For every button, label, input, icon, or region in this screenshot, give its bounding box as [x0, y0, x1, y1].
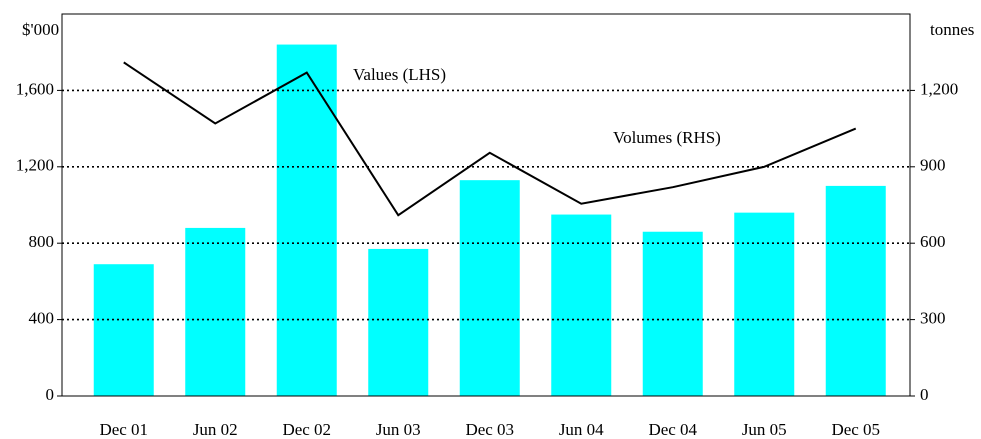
y2-axis-label: tonnes: [930, 20, 974, 39]
y2-tick-label: 600: [920, 232, 946, 251]
x-tick-label: Dec 05: [831, 420, 880, 439]
x-tick-label: Dec 04: [648, 420, 697, 439]
bar: [734, 212, 795, 396]
x-tick-label: Jun 03: [376, 420, 421, 439]
bar: [825, 185, 886, 396]
x-tick-label: Dec 03: [465, 420, 514, 439]
bar: [368, 248, 429, 396]
y2-tick-label: 1,200: [920, 79, 958, 98]
annotation: Volumes (RHS): [613, 128, 721, 147]
y-tick-label: 800: [29, 232, 55, 251]
bar: [276, 44, 337, 397]
y-tick-label: 0: [46, 385, 55, 404]
y2-tick-label: 300: [920, 309, 946, 328]
bar: [185, 227, 246, 396]
x-tick-label: Jun 02: [193, 420, 238, 439]
y-axis-label: $'000: [22, 20, 59, 39]
y-tick-label: 1,600: [16, 79, 54, 98]
y-tick-label: 1,200: [16, 156, 54, 175]
line: [123, 61, 857, 217]
bar: [642, 231, 703, 396]
y2-tick-label: 0: [920, 385, 929, 404]
bar: [551, 214, 612, 396]
x-tick-label: Dec 02: [282, 420, 331, 439]
y2-tick-label: 900: [920, 156, 946, 175]
x-tick-label: Jun 05: [742, 420, 787, 439]
x-tick-label: Dec 01: [99, 420, 148, 439]
x-tick-label: Jun 04: [559, 420, 604, 439]
plot-frame: [61, 13, 911, 397]
y-tick-label: 400: [29, 309, 55, 328]
bar: [459, 180, 520, 396]
annotation: Values (LHS): [353, 65, 446, 84]
bar: [93, 264, 154, 396]
